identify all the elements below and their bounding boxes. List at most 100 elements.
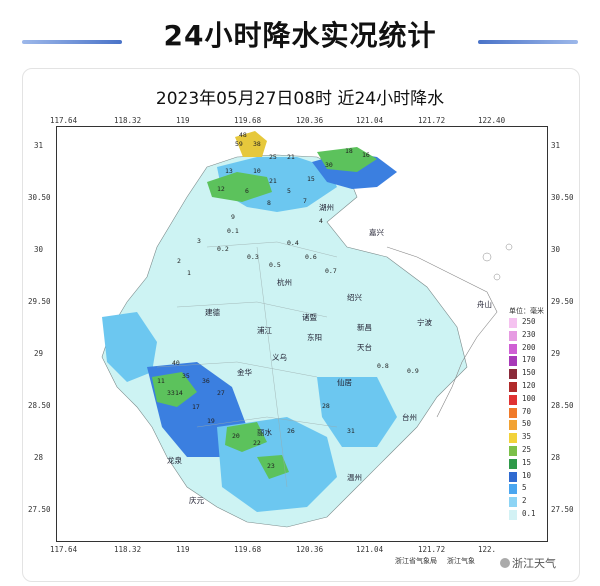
city-label: 湖州 (319, 203, 334, 212)
legend-swatch (509, 484, 517, 495)
lon-tick-bottom: 119 (176, 545, 190, 554)
station-value: 21 (269, 177, 277, 185)
station-value: 30 (325, 161, 333, 169)
station-value: 18 (345, 147, 353, 155)
station-value: 0.1 (227, 227, 239, 235)
page-title: 24小时降水实况统计 (163, 19, 437, 52)
station-value: 33 (167, 389, 175, 397)
city-label: 舟山 (477, 300, 492, 309)
legend-swatch (509, 420, 517, 431)
lat-tick-left: 31 (34, 141, 44, 150)
lat-tick-left: 30.50 (28, 193, 51, 202)
lon-tick-bottom: 122. (478, 545, 497, 554)
station-value: 59 (235, 140, 243, 148)
legend-swatch (509, 471, 517, 482)
legend-swatch (509, 318, 517, 328)
storm-area-southwest (152, 372, 197, 407)
station-value: 21 (287, 153, 295, 161)
legend-label: 200 (522, 342, 536, 352)
legend-swatch (509, 433, 517, 444)
lon-tick-top: 119.68 (234, 116, 262, 125)
city-label: 温州 (347, 473, 362, 482)
city-label: 宁波 (417, 318, 432, 327)
city-label: 新昌 (357, 323, 372, 332)
station-value: 0.4 (287, 239, 299, 247)
legend-label: 250 (522, 317, 536, 326)
lat-tick-right: 29.50 (551, 297, 574, 306)
chat-bubble-icon (500, 558, 510, 568)
title-rule-right (478, 40, 578, 44)
lat-tick-left: 30 (34, 245, 44, 254)
station-value: 14 (175, 389, 183, 397)
lat-tick-left: 28 (34, 453, 44, 462)
station-value: 10 (253, 167, 261, 175)
lon-tick-top: 117.64 (50, 116, 78, 125)
city-label: 丽水 (257, 428, 272, 437)
station-value: 38 (253, 140, 261, 148)
legend-swatch (509, 394, 517, 405)
station-value: 15 (307, 175, 315, 183)
lat-tick-right: 28.50 (551, 401, 574, 410)
city-label: 金华 (237, 368, 252, 377)
legend-swatch (509, 356, 517, 367)
watermark: 浙江天气 (500, 555, 556, 571)
lat-tick-right: 31 (551, 141, 561, 150)
station-value: 0.3 (247, 253, 259, 261)
legend-label: 0.1 (522, 509, 536, 518)
station-value: 2 (177, 257, 181, 265)
legend-label: 15 (522, 457, 532, 467)
lat-tick-left: 29.50 (28, 297, 51, 306)
island (505, 243, 513, 251)
legend-label: 100 (522, 393, 536, 403)
lat-tick-right: 28 (551, 453, 561, 462)
legend-swatch (509, 458, 517, 469)
org-label-right: 浙江气象 (447, 557, 475, 565)
legend-label: 35 (522, 432, 532, 442)
city-label: 建德 (205, 308, 220, 317)
lat-tick-right: 29 (551, 349, 561, 358)
island (493, 273, 501, 281)
station-value: 48 (239, 131, 247, 139)
legend-swatch (509, 497, 517, 508)
legend-label: 170 (522, 355, 536, 365)
station-value: 13 (225, 167, 233, 175)
city-label: 庆元 (189, 496, 204, 505)
lon-tick-bottom: 117.64 (50, 545, 78, 554)
storm-area-south-2 (257, 455, 289, 479)
station-value: 6 (245, 187, 249, 195)
county-boundary (156, 241, 338, 488)
station-value: 8 (267, 199, 271, 207)
city-label: 天台 (357, 343, 372, 352)
station-value: 0.6 (305, 253, 317, 261)
city-label: 嘉兴 (369, 228, 384, 237)
station-value: 25 (269, 153, 277, 161)
province-map-svg (101, 131, 513, 528)
storm-area-south (225, 422, 267, 452)
station-value: 36 (202, 377, 210, 385)
lon-tick-bottom: 119.68 (234, 545, 262, 554)
lon-tick-top: 121.72 (418, 116, 446, 125)
legend-unit: 单位：毫米 (509, 307, 544, 315)
precipitation-map: 湖州 嘉兴 杭州 绍兴 宁波 舟山 建德 浦江 诸暨 新昌 义乌 东阳 天台 金… (56, 126, 548, 542)
city-label: 东阳 (307, 333, 322, 342)
station-value: 0.2 (217, 245, 229, 253)
legend-swatch (509, 446, 517, 456)
station-value: 7 (303, 197, 307, 205)
city-label: 义乌 (272, 353, 287, 362)
lat-tick-left: 27.50 (28, 505, 51, 514)
station-value: 20 (232, 432, 240, 440)
legend-label: 230 (522, 329, 536, 339)
legend-swatch (509, 330, 517, 341)
station-value: 0.7 (325, 267, 337, 275)
station-value: 40 (172, 359, 180, 367)
station-value: 35 (182, 372, 190, 380)
extreme-area-north (235, 131, 267, 157)
watermark-text: 浙江天气 (512, 557, 556, 570)
lat-tick-left: 29 (34, 349, 44, 358)
lat-tick-left: 28.50 (28, 401, 51, 410)
station-value: 1 (187, 269, 191, 277)
rain-area-west (102, 312, 157, 382)
station-value: 3 (197, 237, 201, 245)
station-value: 0.9 (407, 367, 419, 375)
lon-tick-top: 122.40 (478, 116, 506, 125)
